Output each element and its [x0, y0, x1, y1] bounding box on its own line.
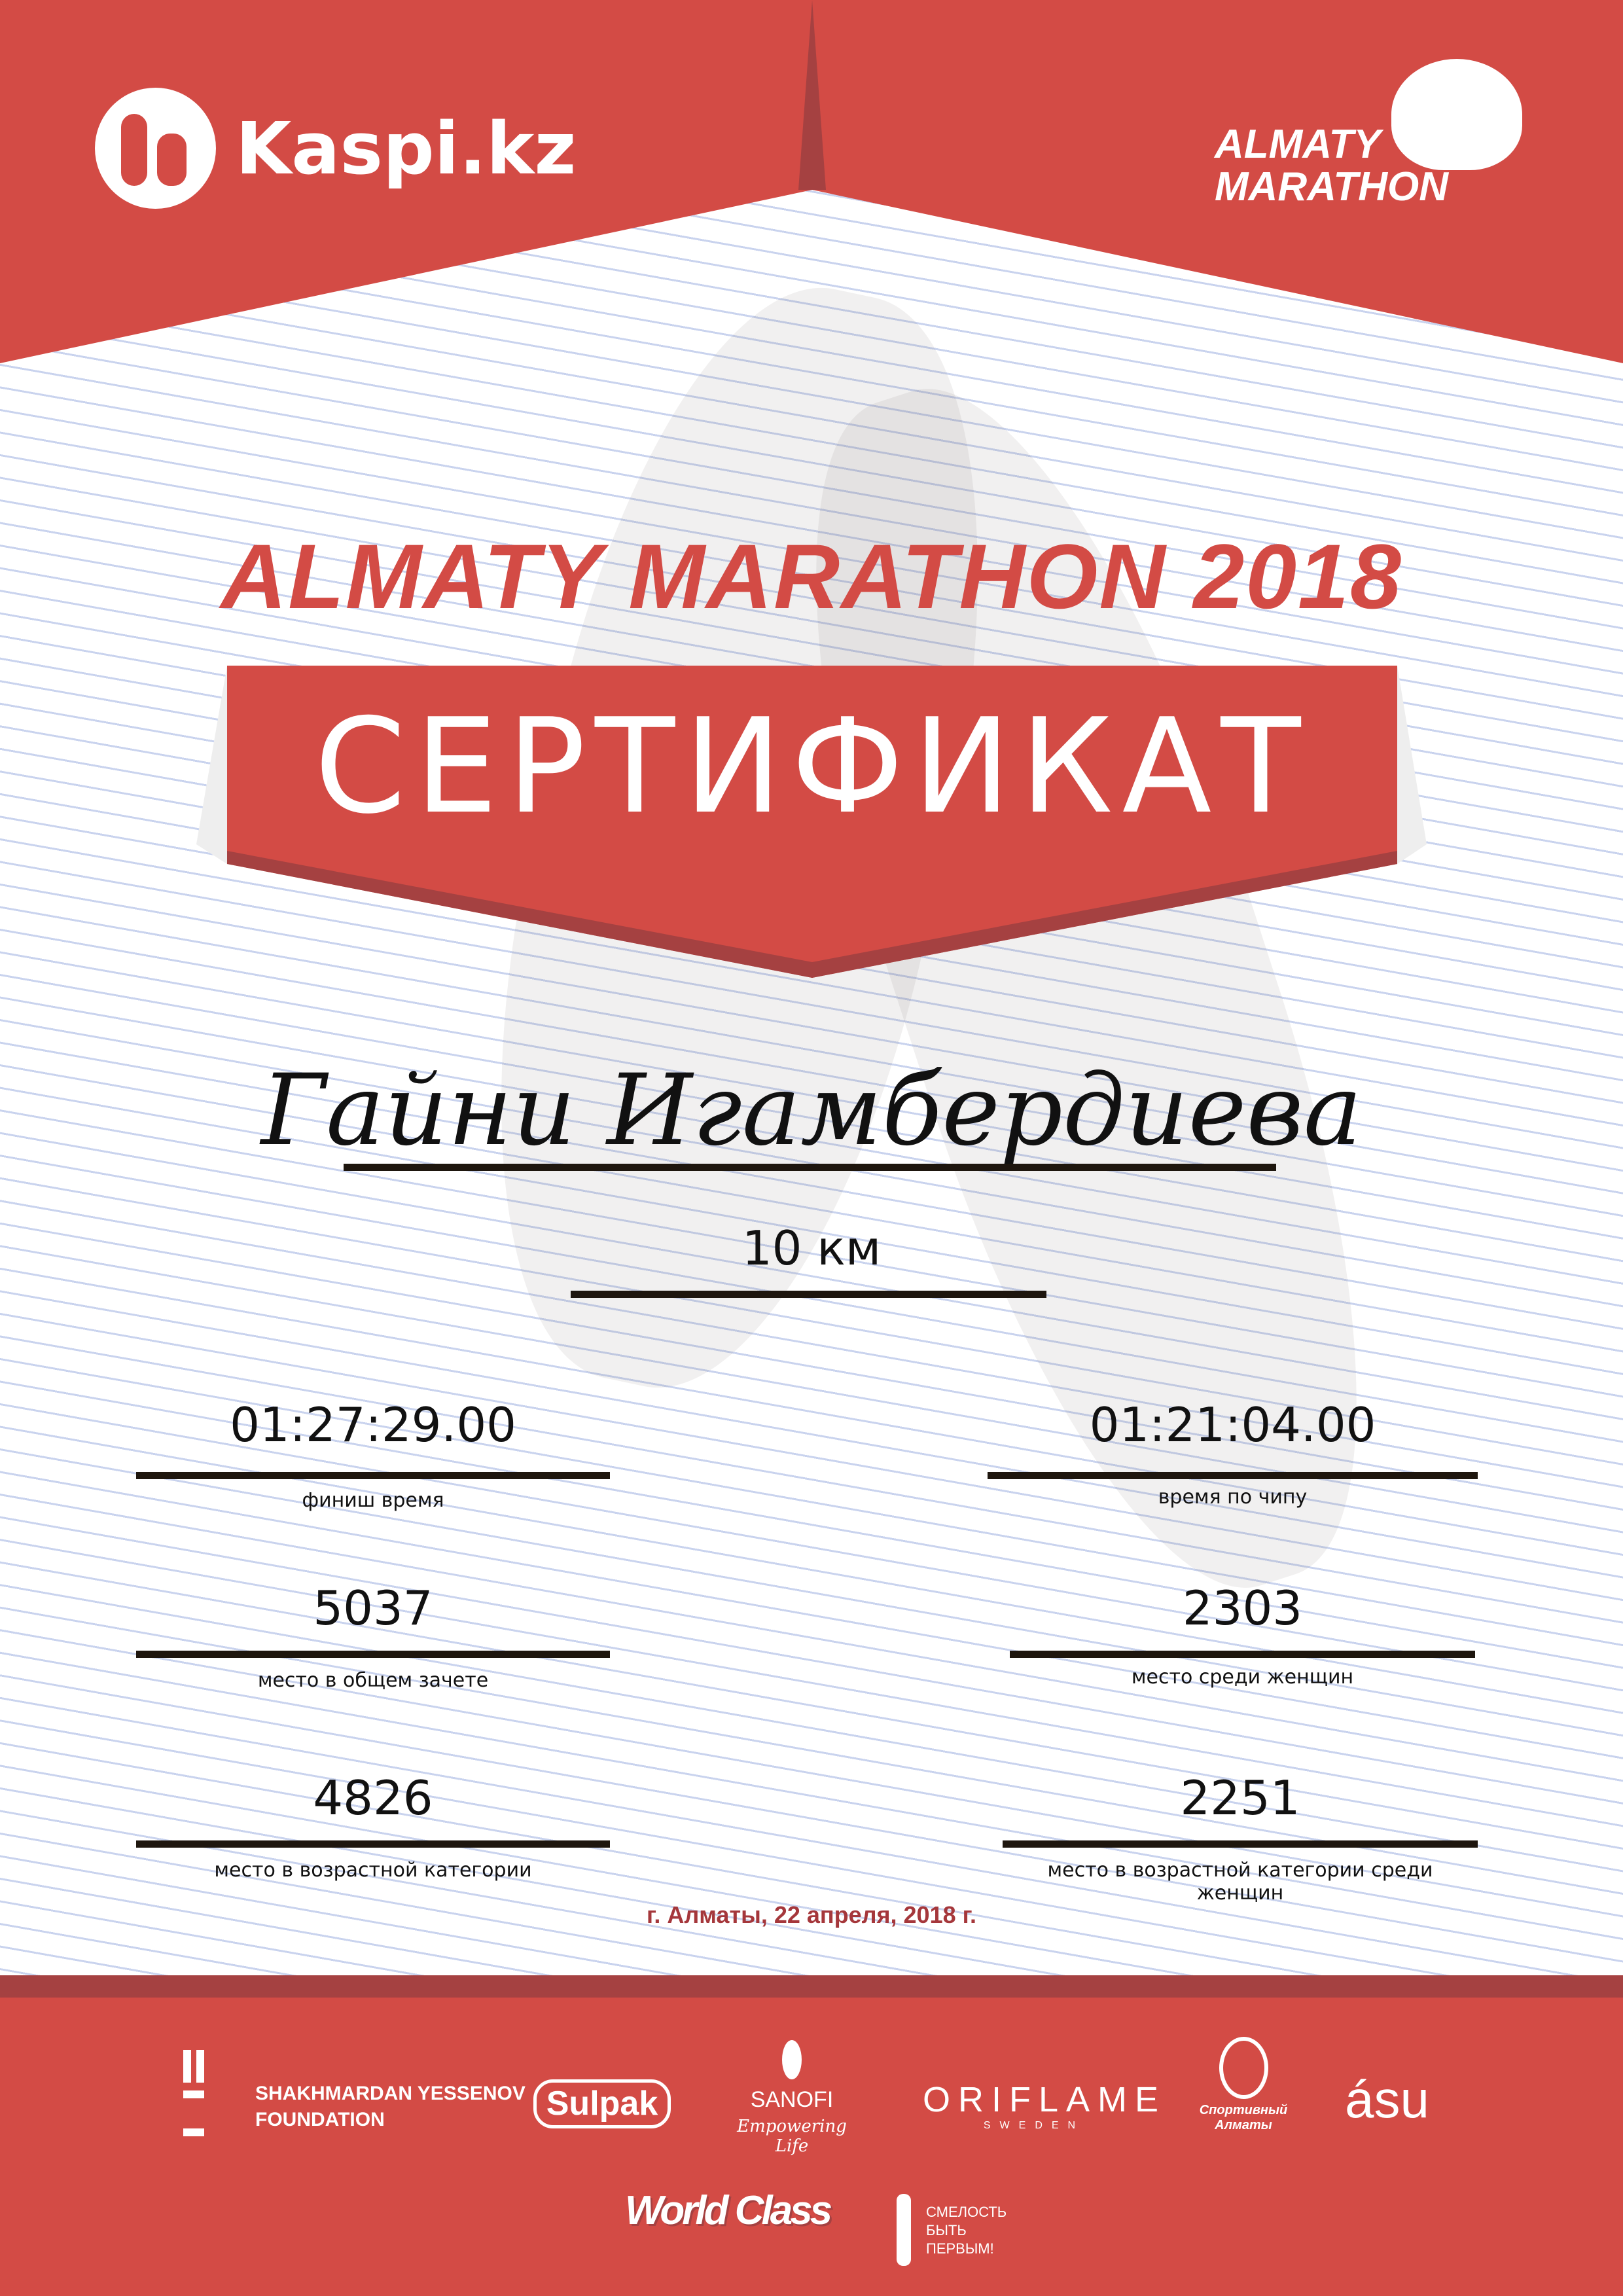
asu-logo: ásu [1345, 2070, 1429, 2128]
finish-time-label: финиш время [302, 1489, 444, 1512]
women-place-value: 2303 [1182, 1581, 1303, 1636]
divider [136, 1651, 610, 1658]
age-place-label: место в возрастной категории [214, 1859, 532, 1882]
kaspi-logo: Kaspi.kz [95, 88, 576, 209]
sponsors-footer: SHAKHMARDAN YESSENOV FOUNDATION Sulpak S… [0, 1998, 1623, 2296]
runner-icon [1391, 59, 1522, 170]
divider [1010, 1651, 1475, 1658]
age-women-place-value: 2251 [1180, 1770, 1300, 1825]
charity-fund-logo: СМЕЛОСТЬ БЫТЬ ПЕРВЫМ! [870, 2174, 1027, 2266]
age-women-place-label: место в возрастной категории среди женщи… [1047, 1859, 1433, 1905]
sport-almaty-logo: Спортивный Алматы [1198, 2037, 1289, 2133]
women-place-label: место среди женщин [1131, 1666, 1354, 1689]
overall-place-value: 5037 [313, 1581, 433, 1636]
participant-name: Гайни Игамбердиева [260, 1054, 1363, 1168]
sulpak-logo: Sulpak [533, 2079, 671, 2128]
divider [988, 1472, 1478, 1479]
name-underline [344, 1164, 1276, 1171]
distance: 10 км [741, 1221, 882, 1276]
sport-almaty-emblem [1219, 2037, 1268, 2099]
figure-icon [897, 2194, 911, 2266]
kaspi-icon [95, 88, 216, 209]
oriflame-logo: ORIFLAME SWEDEN [923, 2080, 1167, 2131]
divider [1003, 1840, 1478, 1848]
footer-stripe [0, 1975, 1623, 1998]
date-location: г. Алматы, 22 апреля, 2018 г. [647, 1901, 976, 1928]
almaty-marathon-logo: ALMATY MARATHON [1215, 59, 1522, 213]
chip-time-label: время по чипу [1158, 1486, 1308, 1509]
distance-underline [571, 1291, 1046, 1298]
chip-time-value: 01:21:04.00 [1089, 1397, 1376, 1452]
divider [136, 1472, 610, 1479]
yessenov-logo: SHAKHMARDAN YESSENOV FOUNDATION [183, 2050, 526, 2138]
kaspi-wordmark: Kaspi.kz [236, 106, 577, 190]
divider [136, 1840, 610, 1848]
age-place-value: 4826 [313, 1770, 433, 1825]
event-title: ALMATY MARATHON 2018 [221, 525, 1402, 628]
header-and-banner-shapes [0, 0, 1623, 978]
sanofi-icon [782, 2040, 802, 2079]
finish-time-value: 01:27:29.00 [230, 1397, 516, 1452]
worldclass-logo: World Class [625, 2188, 832, 2233]
certificate-heading: СЕРТИФИКАТ [314, 691, 1310, 843]
overall-place-label: место в общем зачете [257, 1669, 489, 1692]
sanofi-logo: SANOFI Empowering Life [726, 2040, 857, 2156]
